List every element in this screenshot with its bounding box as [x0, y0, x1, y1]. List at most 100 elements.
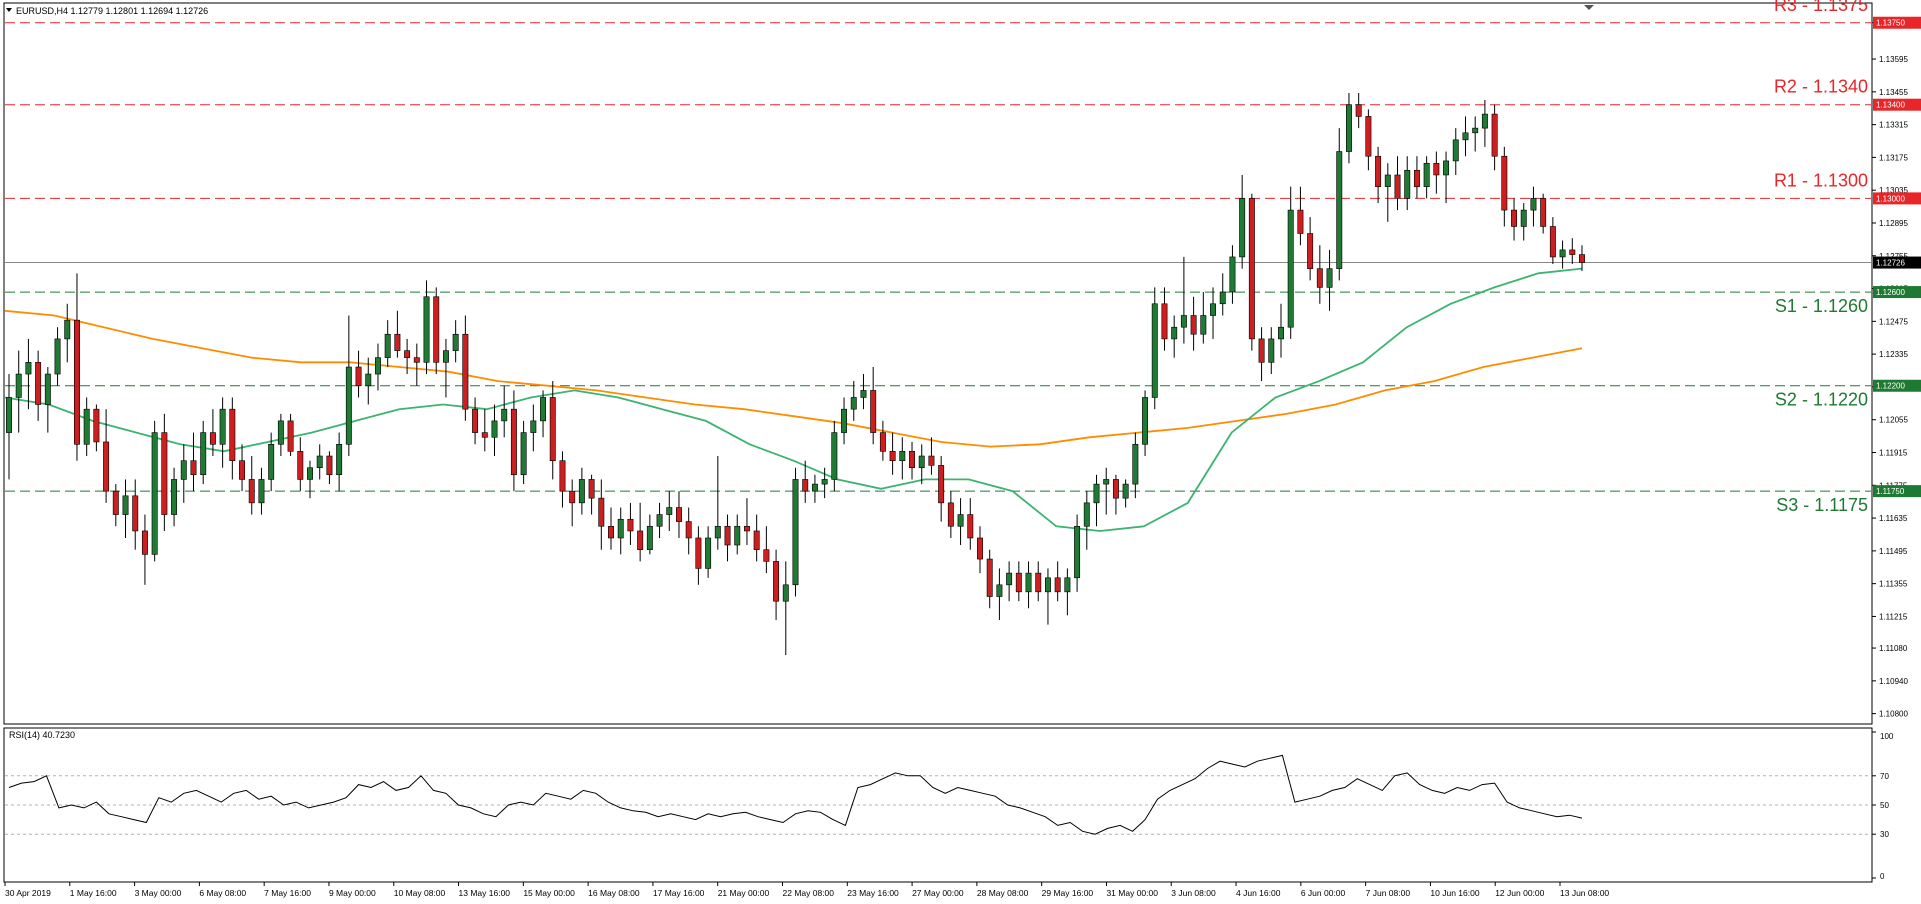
bear-candle — [549, 397, 556, 461]
bear-candle — [1316, 268, 1323, 288]
time-tick-label: 13 Jun 08:00 — [1560, 888, 1609, 898]
bull-candle — [1122, 483, 1129, 499]
bull-candle — [1423, 162, 1430, 187]
time-tick-label: 23 May 16:00 — [847, 888, 899, 898]
bear-candle — [404, 350, 411, 358]
bear-candle — [190, 460, 197, 476]
price-tick-label: 1.11915 — [1879, 448, 1908, 457]
triangle-down-icon[interactable] — [6, 8, 12, 12]
bear-candle — [889, 451, 896, 461]
bull-candle — [54, 338, 61, 375]
bear-candle — [326, 455, 333, 476]
time-tick-label: 28 May 08:00 — [977, 888, 1029, 898]
bear-candle — [637, 530, 644, 550]
bear-candle — [481, 432, 488, 438]
bull-candle — [375, 357, 381, 375]
bull-candle — [1472, 127, 1479, 134]
bull-candle — [1093, 483, 1100, 504]
bear-candle — [103, 441, 110, 492]
bull-candle — [1345, 104, 1352, 152]
rsi-line — [8, 754, 1583, 835]
time-tick-label: 10 May 08:00 — [394, 888, 446, 898]
bull-candle — [64, 319, 71, 340]
bull-candle — [452, 333, 459, 351]
bull-candle — [6, 397, 12, 433]
bull-candle — [25, 362, 32, 375]
bear-candle — [627, 518, 634, 532]
bear-candle — [1433, 162, 1440, 176]
bull-candle — [530, 420, 537, 433]
bear-candle — [1501, 155, 1508, 211]
bear-candle — [413, 357, 420, 363]
bull-candle — [180, 460, 187, 480]
bear-candle — [967, 514, 974, 539]
bull-candle — [1326, 268, 1333, 288]
bull-candle — [1006, 572, 1013, 586]
bear-candle — [695, 537, 702, 569]
bull-candle — [1404, 169, 1411, 199]
time-tick-label: 17 May 16:00 — [653, 888, 705, 898]
level-label: S3 - 1.1175 — [1776, 495, 1868, 515]
bear-candle — [743, 525, 750, 532]
shift-marker-icon[interactable] — [1584, 5, 1594, 10]
bull-candle — [792, 479, 799, 586]
time-tick-label: 22 May 08:00 — [783, 888, 835, 898]
price-tag-label: 1.13750 — [1876, 19, 1905, 28]
bear-candle — [986, 558, 993, 597]
time-tick-label: 15 May 00:00 — [523, 888, 575, 898]
bear-candle — [1413, 169, 1420, 187]
bear-candle — [909, 451, 915, 469]
bear-candle — [161, 432, 168, 515]
bear-candle — [569, 490, 576, 504]
bear-candle — [870, 390, 877, 433]
bull-candle — [1180, 315, 1187, 328]
bear-candle — [433, 296, 440, 363]
price-tag-label: 1.13400 — [1876, 101, 1905, 110]
bull-candle — [1219, 291, 1226, 305]
bull-candle — [345, 366, 352, 445]
bull-candle — [811, 483, 818, 492]
bear-candle — [947, 502, 954, 527]
bear-candle — [394, 333, 401, 351]
price-tag-label: 1.12600 — [1876, 288, 1905, 297]
bull-candle — [540, 397, 547, 422]
time-tick-label: 3 May 00:00 — [135, 888, 182, 898]
price-axis: 1.13750 1.13595 1.13455 1.13315 1.13175 1.130… — [1872, 16, 1921, 719]
price-tick-label: 1.11635 — [1879, 514, 1908, 523]
bull-candle — [365, 373, 372, 387]
bull-candle — [656, 514, 663, 527]
level-label: S1 - 1.1260 — [1775, 296, 1868, 316]
ma-fast-line — [4, 267, 1583, 532]
time-tick-label: 7 Jun 08:00 — [1366, 888, 1411, 898]
bear-candle — [928, 455, 935, 466]
bull-candle — [1044, 577, 1051, 593]
bear-candle — [287, 420, 294, 452]
bear-candle — [802, 479, 809, 492]
time-tick-label: 31 May 00:00 — [1106, 888, 1158, 898]
ma-slow-line — [4, 309, 1583, 448]
bull-candle — [1151, 303, 1158, 398]
bull-candle — [996, 584, 1003, 597]
time-tick-label: 21 May 00:00 — [718, 888, 770, 898]
bear-candle — [229, 408, 236, 461]
bear-candle — [1579, 254, 1585, 263]
bull-candle — [151, 432, 158, 555]
bull-candle — [1530, 198, 1537, 211]
rsi-indicator: 100 70 50 30 0 — [5, 731, 1894, 881]
bull-candle — [782, 584, 789, 602]
bear-candle — [879, 432, 886, 452]
bull-candle — [316, 455, 323, 469]
bull-candle — [268, 443, 275, 480]
bull-candle — [277, 420, 284, 445]
bear-candle — [355, 366, 362, 387]
bull-candle — [957, 514, 964, 527]
bear-candle — [1190, 315, 1197, 335]
bull-candle — [899, 451, 906, 461]
bull-candle — [1452, 139, 1459, 162]
time-tick-label: 12 Jun 00:00 — [1495, 888, 1544, 898]
bear-candle — [1054, 577, 1061, 593]
price-tag — [1873, 379, 1921, 392]
bull-candle — [15, 373, 22, 398]
sr-levels: R3 - 1.1375 R2 - 1.1340 R1 - 1.1300 S1 - 1.… — [5, 0, 1871, 515]
